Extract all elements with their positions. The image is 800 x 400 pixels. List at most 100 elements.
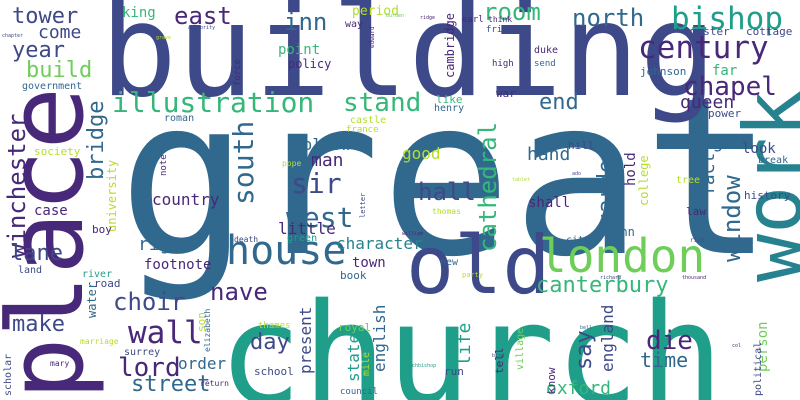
word-order: order: [178, 354, 227, 373]
word-man: man: [311, 150, 344, 171]
word-pope: pope: [282, 159, 302, 168]
word-think: think: [488, 15, 513, 24]
word-rich: rich: [690, 237, 705, 244]
word-run: run: [444, 365, 464, 378]
word-castle: castle: [350, 115, 387, 126]
word-ridge: ridge: [420, 15, 436, 21]
word-death: death: [234, 235, 259, 244]
word-return: return: [200, 379, 229, 388]
word-university: university: [105, 159, 119, 232]
word-long: long: [680, 132, 724, 153]
word-room: room: [483, 0, 541, 26]
word-king: king: [122, 5, 156, 21]
word-roman: roman: [164, 113, 195, 124]
word-surrey: surrey: [124, 347, 161, 358]
word-hold: hold: [623, 152, 639, 186]
word-like: like: [436, 93, 463, 106]
word-way: way: [345, 19, 364, 30]
word-garden: garden: [594, 146, 619, 226]
word-little: little: [278, 219, 336, 238]
word-authority: authority: [188, 25, 216, 31]
word-canterbury: canterbury: [536, 273, 669, 298]
word-life: life: [454, 322, 475, 366]
word-friend: friend: [486, 25, 519, 35]
word-cottage: cottage: [746, 25, 793, 38]
word-north: north: [572, 4, 645, 32]
word-england: england: [598, 304, 617, 372]
word-end: end: [539, 90, 579, 115]
word-east: east: [174, 2, 232, 30]
word-century: century: [638, 30, 769, 66]
word-point: point: [278, 42, 321, 58]
word-fact: fact: [698, 152, 719, 196]
word-window: window: [718, 175, 746, 262]
word-house: house: [226, 228, 347, 274]
word-church: church: [218, 274, 724, 400]
word-die: die: [646, 326, 693, 356]
word-col: col: [732, 343, 742, 349]
word-great: great: [118, 52, 775, 305]
word-country: country: [152, 190, 220, 209]
word-london: london: [539, 229, 706, 283]
word-john: john: [606, 225, 635, 239]
word-make: make: [12, 312, 65, 337]
word-break: break: [758, 155, 789, 166]
word-johnson: johnson: [640, 65, 687, 78]
word-case: case: [34, 203, 68, 219]
word-inn: inn: [284, 8, 328, 36]
word-english: english: [370, 304, 389, 372]
word-period: period: [352, 4, 399, 19]
word-state: state: [344, 333, 363, 382]
word-tree: tree: [676, 175, 701, 186]
word-earl: earl: [462, 15, 484, 25]
word-nave: nave: [210, 278, 268, 306]
word-build: build: [26, 58, 93, 83]
word-land: land: [18, 265, 43, 276]
word-power: power: [708, 107, 742, 120]
word-town: town: [352, 255, 386, 271]
word-road: road: [94, 277, 121, 290]
word-richard: richard: [600, 275, 622, 281]
word-year: year: [12, 38, 65, 63]
word-tell: tell: [493, 347, 506, 375]
word-william: william: [402, 231, 424, 237]
word-bell: bell: [580, 325, 593, 331]
word-new: new: [440, 257, 459, 268]
word-illustration: illustration: [112, 86, 315, 119]
word-village: village: [515, 327, 526, 370]
word-street: street: [131, 372, 211, 397]
word-thomas: thomas: [432, 207, 461, 216]
word-character: character: [336, 234, 423, 253]
word-royal: royal: [338, 321, 372, 334]
word-war: war: [496, 87, 516, 100]
word-present: present: [296, 306, 315, 374]
word-cambridge: cambridge: [443, 12, 457, 78]
word-cathedral: cathedral: [474, 121, 502, 252]
word-south: south: [227, 120, 260, 205]
word-party: party: [462, 271, 484, 279]
word-city: city: [566, 235, 591, 246]
word-good: good: [402, 144, 441, 163]
word-choir: choir: [113, 288, 186, 316]
word-stand: stand: [343, 88, 422, 118]
word-grave: grave: [156, 35, 172, 41]
word-note: note: [159, 154, 169, 176]
word-old: old: [406, 219, 551, 312]
word-political: political: [753, 341, 764, 396]
word-college: college: [637, 155, 651, 206]
word-book: book: [340, 269, 367, 282]
word-come: come: [38, 22, 82, 43]
word-force: force: [233, 58, 243, 86]
word-river: river: [82, 269, 113, 280]
word-west: west: [286, 201, 354, 234]
word-history: history: [744, 189, 791, 202]
word-green: green: [287, 233, 318, 244]
word-council: council: [340, 387, 378, 397]
word-law: law: [686, 205, 706, 218]
word-master: master: [690, 25, 730, 38]
word-thousand: thousand: [682, 275, 707, 281]
word-know: know: [545, 367, 558, 395]
word-high: high: [492, 59, 514, 69]
word-right: right: [138, 234, 193, 255]
